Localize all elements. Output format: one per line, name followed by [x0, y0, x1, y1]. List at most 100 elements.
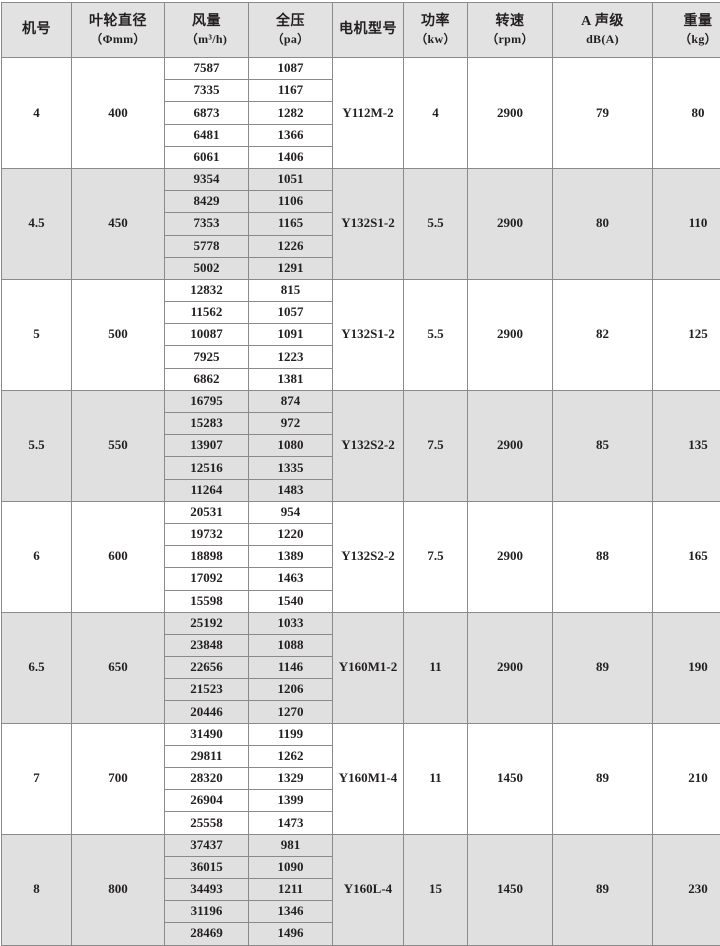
cell-model-no: 4.5 — [2, 168, 72, 279]
cell-air-volume: 22656 — [165, 657, 249, 679]
cell-motor-model: Y132S1-2 — [333, 168, 404, 279]
cell-weight: 135 — [653, 390, 720, 501]
cell-air-volume: 5002 — [165, 257, 249, 279]
cell-air-volume: 23848 — [165, 634, 249, 656]
cell-model-no: 4 — [2, 58, 72, 169]
cell-speed: 1450 — [468, 834, 553, 945]
cell-total-pressure: 1033 — [249, 612, 333, 634]
cell-total-pressure: 1291 — [249, 257, 333, 279]
cell-power: 11 — [404, 723, 468, 834]
cell-air-volume: 13907 — [165, 435, 249, 457]
cell-total-pressure: 1220 — [249, 523, 333, 545]
cell-air-volume: 26904 — [165, 790, 249, 812]
cell-total-pressure: 981 — [249, 834, 333, 856]
cell-total-pressure: 1091 — [249, 324, 333, 346]
cell-total-pressure: 815 — [249, 279, 333, 301]
cell-total-pressure: 1329 — [249, 768, 333, 790]
cell-model-no: 5 — [2, 279, 72, 390]
cell-total-pressure: 1473 — [249, 812, 333, 834]
cell-power: 4 — [404, 58, 468, 169]
cell-total-pressure: 1540 — [249, 590, 333, 612]
cell-weight: 165 — [653, 501, 720, 612]
cell-weight: 230 — [653, 834, 720, 945]
cell-total-pressure: 874 — [249, 390, 333, 412]
table-header: 机号 叶轮直径 （Φmm） 风量 （m³/h) 全压 （pa） 电机型号 — [2, 3, 720, 58]
cell-air-volume: 5778 — [165, 235, 249, 257]
cell-noise-level: 79 — [553, 58, 653, 169]
cell-noise-level: 88 — [553, 501, 653, 612]
cell-total-pressure: 1090 — [249, 856, 333, 878]
cell-air-volume: 34493 — [165, 878, 249, 900]
cell-air-volume: 21523 — [165, 679, 249, 701]
header-text: 叶轮直径 — [72, 14, 164, 30]
cell-total-pressure: 1262 — [249, 745, 333, 767]
cell-air-volume: 12516 — [165, 457, 249, 479]
cell-air-volume: 6873 — [165, 102, 249, 124]
cell-total-pressure: 1463 — [249, 568, 333, 590]
cell-air-volume: 7925 — [165, 346, 249, 368]
cell-power: 5.5 — [404, 279, 468, 390]
cell-air-volume: 6481 — [165, 124, 249, 146]
header-text: 转速 — [468, 14, 552, 30]
cell-air-volume: 11264 — [165, 479, 249, 501]
header-unit: （pa） — [249, 33, 332, 47]
cell-speed: 2900 — [468, 612, 553, 723]
header-text: 机号 — [2, 22, 71, 38]
cell-total-pressure: 1381 — [249, 368, 333, 390]
cell-total-pressure: 1146 — [249, 657, 333, 679]
cell-power: 15 — [404, 834, 468, 945]
cell-total-pressure: 1087 — [249, 58, 333, 80]
cell-total-pressure: 1282 — [249, 102, 333, 124]
header-unit: （m³/h) — [165, 33, 248, 47]
column-header-total-pressure: 全压 （pa） — [249, 3, 333, 58]
cell-total-pressure: 1366 — [249, 124, 333, 146]
cell-air-volume: 17092 — [165, 568, 249, 590]
header-text: A 声级 — [553, 14, 652, 30]
header-row: 机号 叶轮直径 （Φmm） 风量 （m³/h) 全压 （pa） 电机型号 — [2, 3, 720, 58]
header-unit: （Φmm） — [72, 33, 164, 47]
header-unit: dB(A) — [553, 33, 652, 47]
cell-motor-model: Y132S2-2 — [333, 501, 404, 612]
cell-speed: 2900 — [468, 279, 553, 390]
cell-power: 5.5 — [404, 168, 468, 279]
cell-weight: 80 — [653, 58, 720, 169]
column-header-motor-model: 电机型号 — [333, 3, 404, 58]
cell-air-volume: 11562 — [165, 302, 249, 324]
cell-model-no: 7 — [2, 723, 72, 834]
cell-speed: 2900 — [468, 501, 553, 612]
cell-noise-level: 89 — [553, 723, 653, 834]
cell-total-pressure: 1199 — [249, 723, 333, 745]
cell-impeller-diameter: 400 — [72, 58, 165, 169]
cell-total-pressure: 1483 — [249, 479, 333, 501]
cell-air-volume: 7353 — [165, 213, 249, 235]
cell-weight: 125 — [653, 279, 720, 390]
cell-total-pressure: 1167 — [249, 80, 333, 102]
cell-motor-model: Y160L-4 — [333, 834, 404, 945]
cell-impeller-diameter: 600 — [72, 501, 165, 612]
cell-air-volume: 15283 — [165, 413, 249, 435]
cell-total-pressure: 1211 — [249, 878, 333, 900]
cell-noise-level: 89 — [553, 834, 653, 945]
cell-air-volume: 25192 — [165, 612, 249, 634]
cell-model-no: 6.5 — [2, 612, 72, 723]
column-header-weight: 重量 （kg） — [653, 3, 720, 58]
cell-impeller-diameter: 550 — [72, 390, 165, 501]
header-text: 风量 — [165, 14, 248, 30]
cell-noise-level: 82 — [553, 279, 653, 390]
cell-total-pressure: 1088 — [249, 634, 333, 656]
header-text: 电机型号 — [333, 22, 403, 38]
cell-air-volume: 18898 — [165, 546, 249, 568]
cell-total-pressure: 1080 — [249, 435, 333, 457]
cell-air-volume: 9354 — [165, 168, 249, 190]
cell-speed: 2900 — [468, 168, 553, 279]
cell-noise-level: 80 — [553, 168, 653, 279]
cell-total-pressure: 1399 — [249, 790, 333, 812]
cell-model-no: 6 — [2, 501, 72, 612]
cell-air-volume: 6862 — [165, 368, 249, 390]
